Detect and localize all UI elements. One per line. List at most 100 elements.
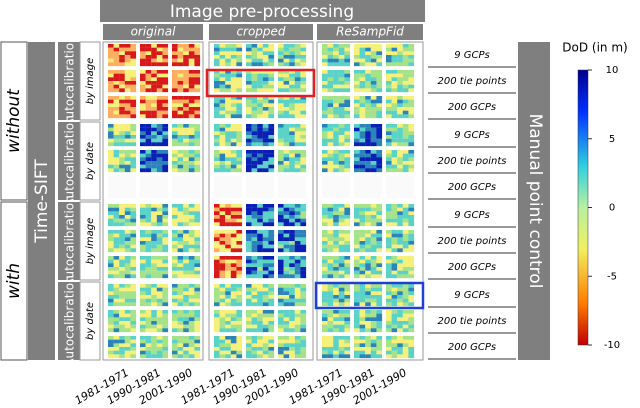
thumbnail-cell: [408, 127, 415, 132]
thumbnail-cell: [156, 55, 163, 59]
thumbnail-cell: [183, 207, 189, 212]
thumbnail-cell: [386, 310, 392, 314]
thumbnail-cell: [230, 350, 237, 355]
thumbnail-cell: [359, 310, 366, 314]
thumbnail-cell: [145, 70, 152, 74]
thumbnail-cell: [130, 207, 137, 212]
thumbnail-cell: [225, 58, 231, 63]
thumbnail-cell: [294, 77, 301, 82]
thumbnail-cell: [257, 135, 263, 139]
thumbnail-cell: [113, 310, 120, 314]
thumbnail-cell: [278, 233, 284, 238]
thumbnail-cell: [338, 267, 345, 271]
thumbnail-cell: [124, 270, 131, 275]
thumbnail-cell: [344, 168, 351, 173]
thumbnail-cell: [113, 350, 120, 355]
thumbnail-cell: [376, 274, 383, 279]
thumbnail-cell: [268, 339, 275, 344]
thumbnail-cell: [365, 343, 371, 348]
thumbnail-cell: [283, 274, 290, 279]
thumbnail-cell: [376, 51, 383, 56]
thumbnail-cell: [130, 310, 137, 314]
thumbnail-cell: [278, 291, 284, 296]
thumbnail-cell: [188, 44, 195, 48]
thumbnail-cell: [119, 215, 125, 219]
thumbnail-cell: [333, 131, 339, 136]
thumbnail-cell: [251, 58, 258, 63]
thumbnail-cell: [140, 233, 146, 238]
thumbnail-cell: [113, 150, 120, 154]
thumbnail-cell: [151, 237, 157, 242]
thumbnail-cell: [338, 233, 345, 238]
thumbnail-cell: [268, 343, 275, 348]
thumbnail-cell: [108, 107, 114, 111]
thumbnail-cell: [188, 233, 195, 238]
thumbnail-cell: [183, 350, 189, 355]
thumbnail-cell: [408, 324, 415, 329]
thumbnail-cell: [365, 81, 371, 85]
thumbnail-cell: [376, 107, 383, 111]
thumbnail-cell: [177, 138, 184, 143]
thumbnail-cell: [386, 153, 392, 158]
thumbnail-cell: [408, 339, 415, 344]
thumbnail-cell: [194, 204, 201, 208]
thumbnail-cell: [338, 298, 345, 303]
thumbnail-cell: [188, 321, 195, 325]
thumbnail-cell: [246, 354, 252, 359]
thumbnail-cell: [268, 110, 275, 115]
thumbnail-cell: [333, 211, 339, 216]
thumbnail-cell: [278, 298, 284, 303]
thumbnail-cell: [344, 317, 351, 322]
thumbnail-cell: [408, 215, 415, 219]
thumbnail: [322, 176, 350, 198]
thumbnail-cell: [278, 135, 284, 139]
thumbnail-cell: [214, 284, 220, 288]
thumbnail-cell: [365, 336, 371, 340]
thumbnail-cell: [145, 127, 152, 132]
thumbnail-cell: [119, 124, 125, 128]
thumbnail-cell: [183, 310, 189, 314]
thumbnail-cell: [219, 267, 226, 271]
thumbnail-cell: [183, 324, 189, 329]
thumbnail-cell: [300, 88, 307, 93]
thumbnail-cell: [177, 58, 184, 63]
thumbnail-cell: [338, 207, 345, 212]
thumbnail-cell: [376, 47, 383, 52]
thumbnail-cell: [214, 84, 220, 89]
thumbnail-cell: [376, 284, 383, 288]
thumbnail-cell: [322, 259, 328, 264]
thumbnail-cell: [230, 99, 237, 104]
thumbnail-cell: [289, 256, 295, 260]
thumbnail-cell: [327, 347, 334, 351]
thumbnail-cell: [289, 230, 295, 234]
thumbnail-cell: [219, 233, 226, 238]
thumbnail-cell: [162, 207, 169, 212]
thumbnail-cell: [140, 70, 146, 74]
thumbnail-cell: [333, 124, 339, 128]
thumbnail-cell: [408, 302, 415, 307]
thumbnail-cell: [408, 336, 415, 340]
thumbnail-cell: [289, 70, 295, 74]
thumbnail-cell: [294, 153, 301, 158]
thumbnail-cell: [188, 161, 195, 165]
thumbnail-cell: [236, 107, 243, 111]
thumbnail-cell: [359, 70, 366, 74]
thumbnail-cell: [124, 84, 131, 89]
thumbnail-cell: [246, 51, 252, 56]
thumbnail-cell: [278, 211, 284, 216]
thumbnail-cell: [172, 310, 178, 314]
thumbnail-cell: [294, 347, 301, 351]
thumbnail-cell: [172, 248, 178, 253]
thumbnail-cell: [283, 339, 290, 344]
thumbnail-cell: [151, 321, 157, 325]
thumbnail-cell: [236, 343, 243, 348]
thumbnail-cell: [278, 256, 284, 260]
thumbnail-cell: [225, 207, 231, 212]
thumbnail-cell: [246, 153, 252, 158]
thumbnail-cell: [162, 96, 169, 100]
thumbnail-cell: [268, 124, 275, 128]
thumbnail-cell: [108, 256, 114, 260]
thumbnail-cell: [119, 241, 125, 245]
thumbnail-cell: [145, 248, 152, 253]
thumbnail-cell: [289, 103, 295, 108]
